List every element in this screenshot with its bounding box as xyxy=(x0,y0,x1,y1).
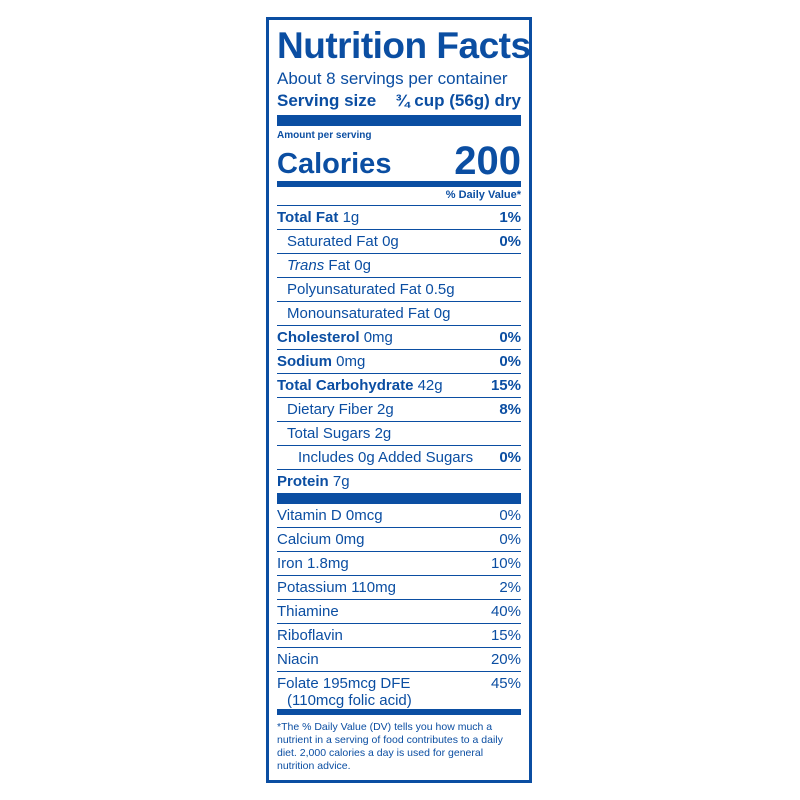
vitamin-dv: 0% xyxy=(499,531,521,548)
nutrient-dv: 0% xyxy=(499,449,521,466)
vitamin-row-iron: Iron 1.8mg 10% xyxy=(277,552,521,576)
nutrient-row-polyunsaturated-fat: Polyunsaturated Fat 0.5g xyxy=(277,278,521,302)
nutrient-dv: 0% xyxy=(499,329,521,346)
nutrient-name: Sodium xyxy=(277,353,332,370)
vitamin-label: Iron 1.8mg xyxy=(277,555,349,572)
nutrient-name: Cholesterol xyxy=(277,329,360,346)
vitamin-row-vitamin-d: Vitamin D 0mcg 0% xyxy=(277,504,521,528)
servings-per-container: About 8 servings per container xyxy=(277,69,508,88)
nutrient-amount: 0g xyxy=(382,233,399,250)
serving-size-row: Serving size ¾ cup (56g) dry xyxy=(277,90,521,126)
nutrient-dv: 0% xyxy=(499,233,521,250)
vitamin-row-niacin: Niacin 20% xyxy=(277,648,521,672)
nutrient-row-sodium: Sodium 0mg 0% xyxy=(277,350,521,374)
nutrient-amount: 2g xyxy=(374,425,392,442)
nutrient-amount: 1g xyxy=(342,209,360,226)
calories-value: 200 xyxy=(454,139,521,183)
nutrient-row-trans-fat: Trans Fat 0g xyxy=(277,254,521,278)
vitamin-dv: 40% xyxy=(490,603,521,620)
panel-title: Nutrition Facts xyxy=(277,25,531,66)
serving-size-label: Serving size xyxy=(277,91,377,110)
nutrient-row-saturated-fat: Saturated Fat 0g 0% xyxy=(277,230,521,254)
nutrient-label: Includes 0g Added Sugars xyxy=(298,449,474,466)
vitamin-row-potassium: Potassium 110mg 2% xyxy=(277,576,521,600)
vitamin-dv: 20% xyxy=(490,651,521,668)
vitamin-label: Niacin xyxy=(277,651,319,668)
nutrient-name: Total Sugars xyxy=(287,425,371,442)
nutrition-facts-panel: Nutrition Facts About 8 servings per con… xyxy=(266,17,532,783)
daily-value-header: % Daily Value* xyxy=(277,187,521,206)
vitamin-dv: 0% xyxy=(499,507,521,524)
nutrient-row-total-sugars: Total Sugars 2g xyxy=(277,422,521,446)
vitamin-dv: 2% xyxy=(499,579,521,596)
vitamin-row-folate: Folate 195mcg DFE (110mcg folic acid) 45… xyxy=(277,672,521,715)
nutrient-row-protein: Protein 7g xyxy=(277,470,521,504)
nutrient-row-cholesterol: Cholesterol 0mg 0% xyxy=(277,326,521,350)
nutrient-amount: Fat 0g xyxy=(324,257,371,274)
nutrient-label: Polyunsaturated Fat 0.5g xyxy=(287,281,455,298)
vitamin-label: Folate 195mcg DFE xyxy=(277,675,411,692)
nutrient-dv: 0% xyxy=(499,353,521,370)
nutrient-row-dietary-fiber: Dietary Fiber 2g 8% xyxy=(277,398,521,422)
nutrient-name: Saturated Fat xyxy=(287,233,378,250)
vitamin-label: Vitamin D 0mcg xyxy=(277,507,383,524)
nutrient-amount: 2g xyxy=(377,401,394,418)
vitamin-label: Potassium 110mg xyxy=(277,579,396,596)
vitamin-label: Calcium 0mg xyxy=(277,531,365,548)
nutrient-row-monounsaturated-fat: Monounsaturated Fat 0g xyxy=(277,302,521,326)
vitamin-row-thiamine: Thiamine 40% xyxy=(277,600,521,624)
nutrient-amount: 0mg xyxy=(363,329,393,346)
vitamin-label: Riboflavin xyxy=(277,627,343,644)
vitamin-dv: 45% xyxy=(490,675,521,692)
calories-row: Calories 200 xyxy=(277,141,521,187)
vitamin-row-calcium: Calcium 0mg 0% xyxy=(277,528,521,552)
vitamin-label: Thiamine xyxy=(277,603,339,620)
nutrient-row-added-sugars: Includes 0g Added Sugars 0% xyxy=(277,446,521,470)
nutrient-dv: 8% xyxy=(499,401,521,418)
nutrient-name: Trans xyxy=(287,257,325,274)
daily-value-footnote: *The % Daily Value (DV) tells you how mu… xyxy=(277,721,503,772)
nutrient-row-total-fat: Total Fat 1g 1% xyxy=(277,206,521,230)
nutrient-label: Monounsaturated Fat 0g xyxy=(287,305,451,322)
amount-per-serving: Amount per serving xyxy=(277,130,372,141)
vitamin-sublabel: (110mcg folic acid) xyxy=(287,692,412,709)
serving-size-value: ¾ cup (56g) dry xyxy=(395,91,521,110)
nutrient-name: Protein xyxy=(277,473,329,490)
nutrient-name: Total Carbohydrate xyxy=(277,377,414,394)
nutrient-name: Total Fat xyxy=(277,209,339,226)
vitamin-row-riboflavin: Riboflavin 15% xyxy=(277,624,521,648)
nutrient-amount: 42g xyxy=(417,377,443,394)
nutrient-amount: 7g xyxy=(332,473,350,490)
nutrient-row-total-carbohydrate: Total Carbohydrate 42g 15% xyxy=(277,374,521,398)
nutrient-name: Dietary Fiber xyxy=(287,401,373,418)
nutrient-dv: 15% xyxy=(490,377,521,394)
nutrient-dv: 1% xyxy=(499,209,521,226)
vitamin-dv: 15% xyxy=(490,627,521,644)
nutrient-amount: 0mg xyxy=(336,353,366,370)
calories-label: Calories xyxy=(277,148,392,180)
vitamin-dv: 10% xyxy=(490,555,521,572)
